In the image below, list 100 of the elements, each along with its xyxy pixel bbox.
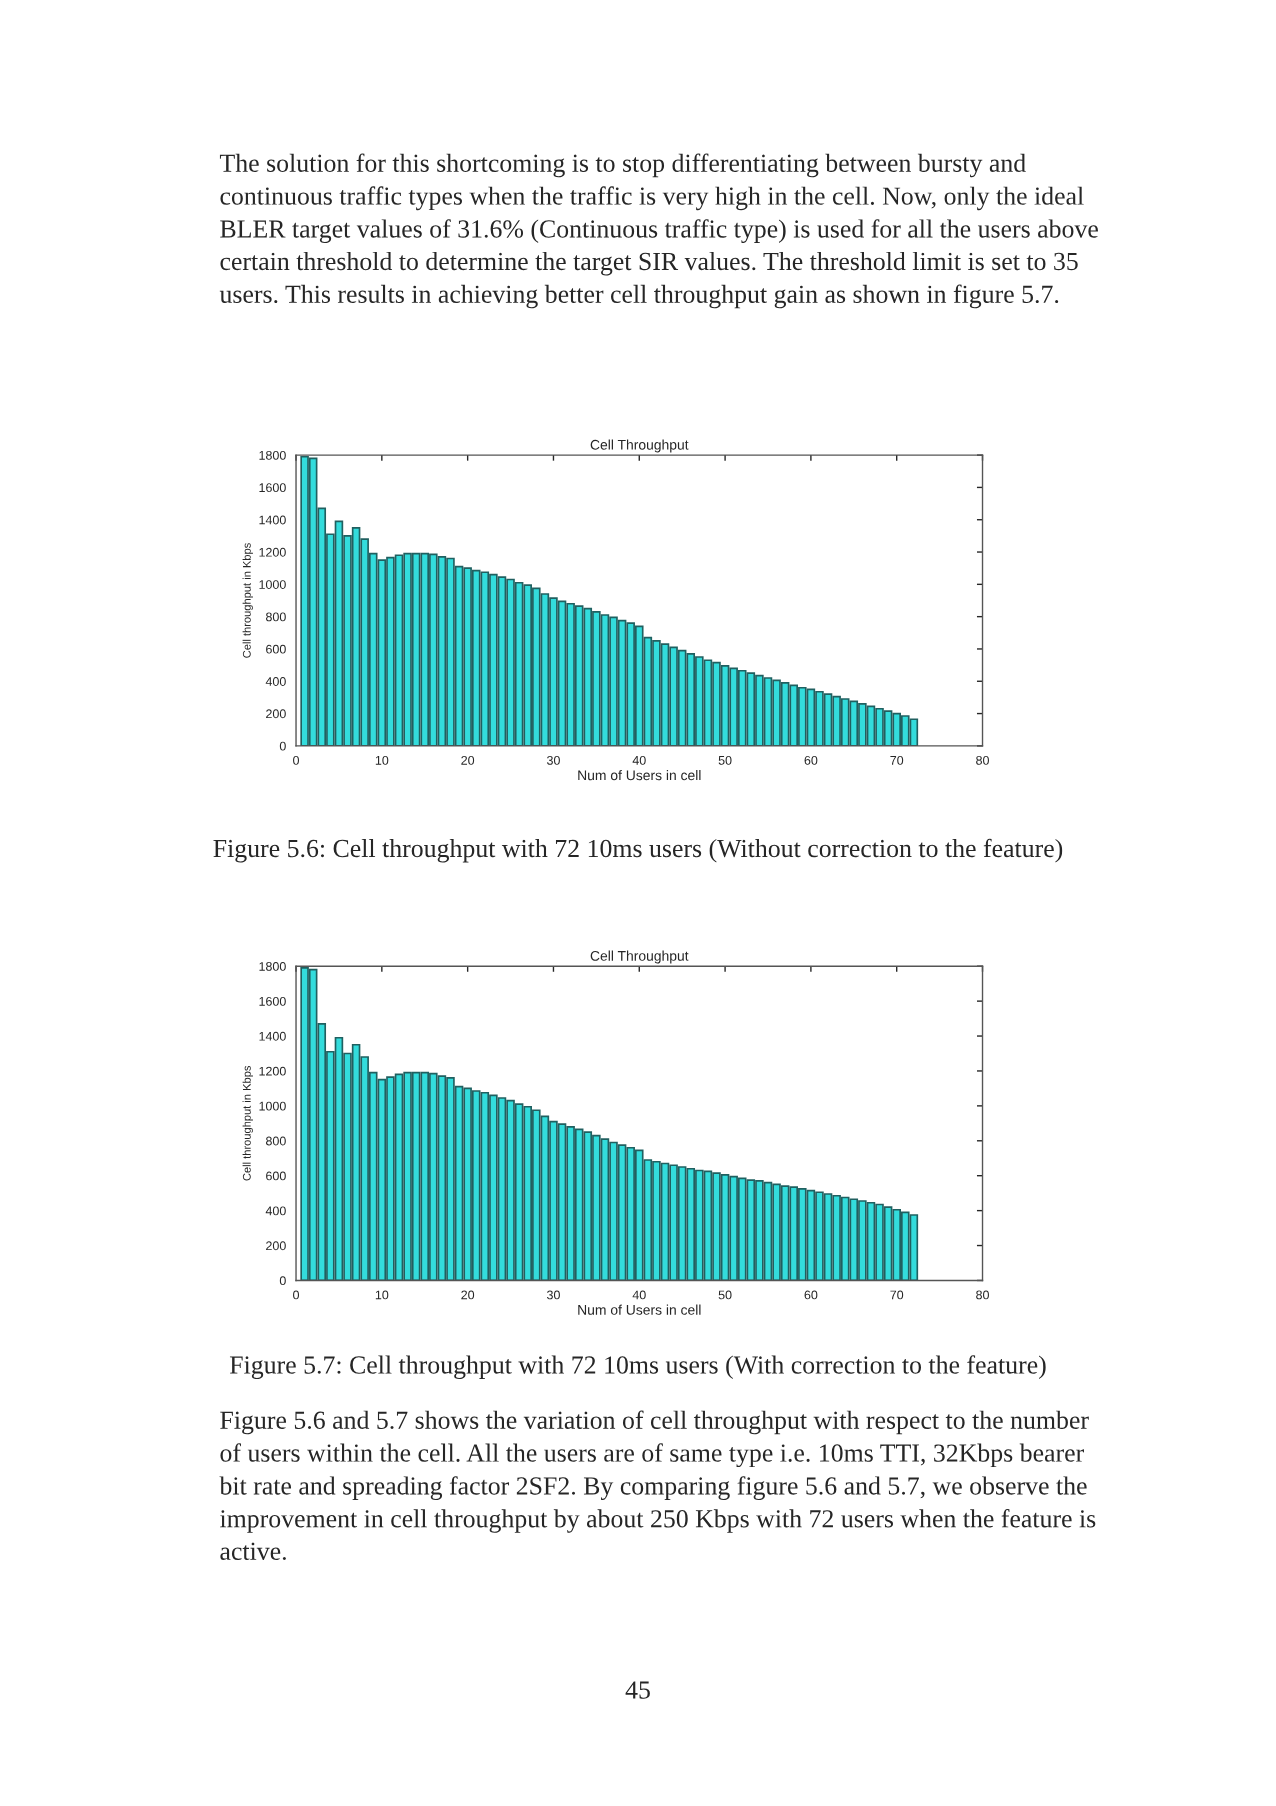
bar [540,593,550,746]
bar [617,1144,627,1281]
bar [489,573,498,746]
caption: Figure 5.7: Cell throughput with 72 10ms users (With correction to the feature) [229,1355,1046,1380]
bar [677,649,687,746]
bar [403,1071,412,1281]
bar [858,1200,867,1281]
bar [737,1177,747,1281]
bar [712,661,721,746]
bar [883,710,893,746]
bar [720,1173,730,1281]
bar [394,1073,404,1281]
bar [592,610,601,746]
bar [557,600,567,746]
bar [351,1043,361,1281]
bar [883,1206,893,1281]
bar [686,652,696,746]
caption: Figure 5.6: Cell throughput with 72 10ms users (Without correction to the feature) [213,838,1063,863]
bar [506,578,515,746]
bar [652,1160,661,1281]
bar [497,1097,507,1281]
bar [446,1077,455,1281]
bar [746,672,756,746]
bar [411,1071,421,1281]
bar [300,967,309,1281]
bar [592,1134,601,1281]
bar [377,559,387,746]
bar [815,690,824,746]
bar [815,1191,824,1281]
text: The solution for this shortcoming is to stop differentiating between bursty and continuous traffic types when the traffic is very high in the cell. Now, only the ideal BLER target values of 31.6% (Continuous traffic type) is used for all the users above certain threshold to determine the target SIR values. The threshold limit is set to 35 users. This results in achieving better cell throughput gain as shown in figure 5.7. [219,153,1098,309]
bar [909,1214,919,1281]
bar [840,698,850,746]
bar [566,602,575,746]
text: 45 [625,1681,650,1699]
bar [755,1180,764,1281]
bar [334,520,344,746]
bar [574,1128,584,1281]
bar [514,1103,524,1281]
bar [386,1076,395,1281]
bar [540,1115,550,1281]
bar [566,1125,575,1281]
bar [763,677,773,746]
bar [712,1172,721,1281]
bar [832,1194,841,1281]
bar [669,646,678,746]
bar [823,1193,833,1281]
bar [849,700,859,746]
bar [471,1090,481,1281]
bar [746,1179,756,1281]
bar [703,1170,713,1281]
bar [806,1189,816,1281]
bar [437,556,447,746]
bar [437,1075,447,1281]
bar [351,526,361,746]
bar [308,457,318,746]
bar [832,695,841,746]
bar [763,1181,773,1281]
bar [609,616,618,746]
bar [866,705,876,746]
bar [480,1091,490,1281]
bar [609,1141,618,1281]
bar [471,569,481,746]
bar [789,1186,799,1281]
bar [583,1131,593,1281]
bar [480,571,490,746]
caption: Figure 5.6 and 5.7 shows the variation of cell throughput with respect to the number of users within the cell. All the users are of same type i.e. 10ms TTI, 32Kbps bearer bit rate and spreading factor 2SF2. By comparing figure 5.6 and 5.7, we observe the improvement in cell throughput by about 250 Kbps with 72 users when the feature is active. [219,1410,1096,1561]
bar [806,688,816,746]
bar [866,1201,876,1281]
bar [600,614,610,746]
bar [660,643,670,746]
bar [823,693,833,746]
bar [334,1036,344,1281]
bar [583,607,593,746]
bar [660,1162,670,1281]
bar [300,455,309,746]
bar [686,1167,696,1281]
bar [703,659,713,746]
bar [772,1183,781,1281]
bar [858,703,867,746]
bar [394,554,404,746]
bar [574,605,584,746]
bar [669,1164,678,1281]
bar [600,1138,610,1281]
bar [840,1196,850,1281]
bar [403,552,412,746]
bar [789,684,799,746]
bar [308,968,318,1281]
bar [506,1099,515,1281]
bar [386,556,395,746]
bar [454,1085,464,1281]
bar [446,557,455,746]
bar [420,552,430,746]
bar [677,1166,687,1281]
bar [454,565,464,746]
bar [411,552,421,746]
bar [909,718,919,746]
bar [780,1185,790,1281]
bar [377,1078,387,1281]
bar [549,597,558,746]
bar [737,669,747,746]
